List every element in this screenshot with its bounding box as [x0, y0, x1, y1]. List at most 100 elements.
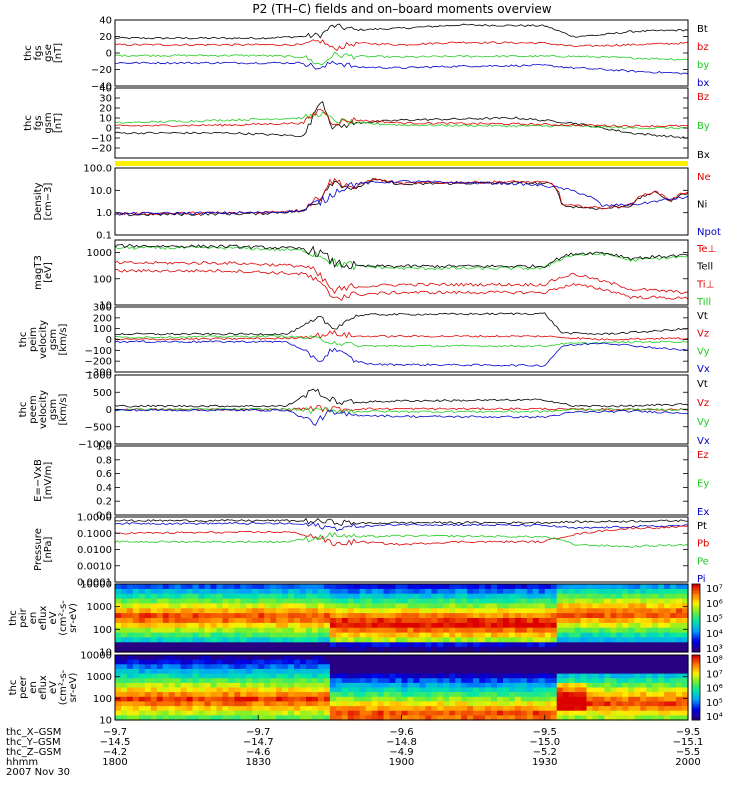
- x-tick-label: 1930: [532, 757, 557, 768]
- y-tick-label: 0.4: [96, 483, 112, 494]
- spectrogram-peer_eflux: [115, 655, 689, 721]
- y-tick-label: 1.0: [96, 208, 112, 219]
- x-tick-label: 1800: [102, 757, 127, 768]
- y-tick-label: 1.0000: [77, 513, 112, 524]
- y-tick-label: 200: [93, 313, 112, 324]
- series-line-fgs_gsm-Bz: [115, 109, 688, 127]
- legend-item: Vy: [697, 346, 710, 357]
- colorbar-tick-label: 10⁶: [706, 599, 723, 610]
- legend-item: Te⊥: [696, 244, 716, 255]
- legend-item: Ey: [697, 479, 709, 490]
- y-tick-label: 1000: [87, 602, 112, 613]
- data-gap-bar: [115, 161, 688, 166]
- legend-item: Vx: [697, 436, 710, 447]
- panel-frame: [115, 20, 688, 86]
- x-tick-label: 1900: [389, 757, 414, 768]
- series-line-temperature-Tell: [115, 244, 688, 268]
- y-axis-label: [eV]: [43, 262, 54, 283]
- legend-item: Vx: [697, 364, 710, 375]
- series-line-pressure-Pe: [115, 533, 688, 548]
- series-line-fgs_gsm-By: [115, 112, 688, 129]
- colorbar-tick-label: 10⁷: [706, 669, 723, 680]
- y-axis-label: sr‐eV): [68, 672, 79, 702]
- y-tick-label: 0.0100: [77, 545, 112, 556]
- legend-item: Till: [696, 297, 711, 308]
- y-tick-label: 1000: [87, 672, 112, 683]
- y-axis-label: sr‐eV): [68, 603, 79, 633]
- series-line-temperature-Ti⊥: [115, 261, 688, 293]
- y-tick-label: 1000: [87, 371, 112, 382]
- y-tick-label: 0: [106, 335, 112, 346]
- legend-item: Ti⊥: [696, 279, 714, 290]
- y-tick-label: 0.1000: [77, 529, 112, 540]
- panel-density: 100.0 10.0 1.0 0.1 Density [cm−3] Ne Ni Npot: [33, 164, 721, 242]
- legend-item: Pt: [697, 521, 707, 532]
- colorbar-tick-label: 10⁵: [706, 614, 723, 625]
- y-axis-label: [km/s]: [58, 323, 69, 355]
- series-line-peim_velocity-Vz: [115, 331, 688, 341]
- legend-item: bx: [697, 78, 709, 89]
- colorbar-tick-label: 10⁸: [706, 655, 723, 666]
- y-tick-label: 0: [106, 49, 112, 60]
- overview-plot: P2 (TH–C) fields and on–board moments ov…: [0, 0, 750, 800]
- legend-item: Pe: [697, 556, 709, 567]
- y-tick-label: 10000: [80, 651, 112, 662]
- y-tick-label: 0.0010: [77, 561, 112, 572]
- colorbar-tick-label: 10⁴: [706, 712, 723, 723]
- series-line-fgs_gse-bz: [115, 40, 688, 51]
- y-tick-label: 10000: [80, 580, 112, 591]
- panels: 40200−20−40thc fgs gse [nT]Btbzbybx40302010…: [8, 16, 723, 727]
- legend-item: Pi: [697, 574, 706, 585]
- legend-item: Vz: [697, 329, 709, 340]
- colorbar-tick-label: 10⁶: [706, 684, 723, 695]
- legend-item: Ni: [697, 200, 707, 211]
- y-tick-label: 0: [106, 405, 112, 416]
- series-line-peem_velocity-Vt: [115, 389, 688, 407]
- y-tick-label: −20: [91, 65, 112, 76]
- spectrogram-peir_eflux: [115, 584, 689, 653]
- y-tick-label: 20: [99, 32, 112, 43]
- plot-title: P2 (TH–C) fields and on–board moments ov…: [252, 2, 551, 16]
- y-tick-label: 10.0: [90, 186, 112, 197]
- y-tick-label: 500: [93, 388, 112, 399]
- y-tick-label: −20: [91, 144, 112, 155]
- legend-item: Ne: [697, 172, 711, 183]
- series-line-fgs_gsm-Bx: [115, 102, 688, 139]
- colorbar-tick-label: 10⁵: [706, 698, 723, 709]
- legend-item: Vz: [697, 398, 709, 409]
- series-line-temperature-Te⊥: [115, 269, 688, 300]
- date-label: 2007 Nov 30: [6, 767, 70, 778]
- y-tick-label: −500: [85, 422, 112, 433]
- y-axis-label: [nPa]: [43, 536, 54, 562]
- series-line-density-Npot: [115, 181, 688, 215]
- legend-item: Ex: [697, 507, 709, 518]
- legend-item: Tell: [696, 262, 713, 273]
- colorbar-peir_eflux: 10⁷10⁶10⁵10⁴10³: [692, 584, 723, 655]
- x-tick-label: 1830: [246, 757, 271, 768]
- colorbar-peer_eflux: 10⁸ 10⁷ 10⁶ 10⁵ 10⁴: [692, 655, 723, 723]
- colorbar-tick-label: 10⁴: [706, 629, 723, 640]
- panel-frame: [115, 168, 688, 235]
- series-line-temperature-Till: [115, 246, 688, 269]
- legend-item: Vt: [697, 311, 708, 322]
- series-line-pressure-Pi: [115, 523, 688, 531]
- y-tick-label: 100.0: [83, 164, 112, 175]
- series-line-fgs_gse-bx: [115, 61, 688, 74]
- y-axis-label: [nT]: [53, 113, 64, 133]
- y-axis-label: [mV/m]: [43, 462, 54, 500]
- y-tick-label: 100: [93, 625, 112, 636]
- legend-item: bz: [697, 42, 709, 53]
- x-tick-label: 2000: [675, 757, 700, 768]
- series-line-density-Ni: [115, 179, 688, 216]
- legend-item: Npot: [697, 227, 721, 238]
- y-tick-label: 1.0: [96, 442, 112, 453]
- legend-item: Bt: [697, 24, 708, 35]
- panel-frame: [115, 307, 688, 372]
- legend-item: By: [697, 121, 710, 132]
- y-tick-label: −100: [85, 346, 112, 357]
- plot-canvas: P2 (TH–C) fields and on–board moments ov…: [0, 0, 750, 800]
- panel-temperature: 1000 100 10 magT3 [eV] Te⊥ Tell Ti⊥ Till: [33, 240, 716, 312]
- y-tick-label: 100: [93, 324, 112, 335]
- y-axis-label: [cm−3]: [43, 183, 54, 221]
- legend-item: Vt: [697, 379, 708, 390]
